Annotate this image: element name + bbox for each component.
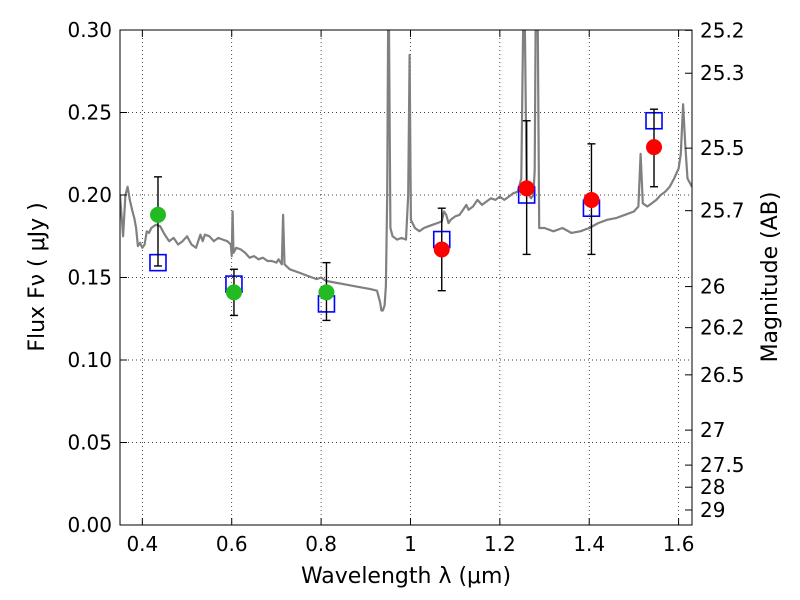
plot-frame xyxy=(119,29,693,526)
right-tick-label: 26 xyxy=(700,275,725,299)
right-tick-label: 25.5 xyxy=(700,136,745,160)
right-tick-label: 25.7 xyxy=(700,199,745,223)
right-tick-label: 27.5 xyxy=(700,453,745,477)
right-tick-label: 27 xyxy=(700,418,725,442)
observed-flux-point xyxy=(318,284,335,301)
right-tick-label: 25.2 xyxy=(700,18,745,42)
y-tick-label: 0.25 xyxy=(67,101,112,125)
y-tick-label: 0.30 xyxy=(67,18,112,42)
right-tick-label: 29 xyxy=(700,498,725,522)
plot-data xyxy=(120,30,692,312)
right-tick-label: 25.3 xyxy=(700,61,745,85)
x-tick-label: 0.6 xyxy=(216,532,248,556)
x-tick-label: 1.4 xyxy=(573,532,605,556)
x-axis-label: Wavelength λ (μm) xyxy=(301,564,511,589)
observed-flux-point xyxy=(433,241,450,258)
observed-flux-point xyxy=(225,284,242,301)
right-tick-label: 28 xyxy=(700,475,725,499)
right-tick-label: 26.2 xyxy=(700,316,745,340)
y-tick-label: 0.20 xyxy=(67,183,112,207)
observed-flux-point xyxy=(149,206,166,223)
y-axis-label: Flux Fν ( μJy ) xyxy=(25,202,50,351)
x-tick-label: 1 xyxy=(404,532,417,556)
x-tick-label: 1.2 xyxy=(484,532,516,556)
x-tick-label: 0.8 xyxy=(305,532,337,556)
observed-flux-point xyxy=(518,180,535,197)
axes: 0.4 0.6 0.8 1 1.2 1.4 1.6 0.00 0.05 0.10 0.15 0.20 0… xyxy=(67,18,744,556)
observed-flux-point xyxy=(583,191,600,208)
x-tick-label: 1.6 xyxy=(663,532,695,556)
right-tick-label: 26.5 xyxy=(700,363,745,387)
x-tick-label: 0.4 xyxy=(126,532,158,556)
plot-markers xyxy=(149,108,663,322)
observed-flux-point xyxy=(646,139,663,156)
model-spectrum-line xyxy=(120,30,692,312)
right-axis-label: Magnitude (AB) xyxy=(758,192,783,363)
y-tick-label: 0.00 xyxy=(67,513,112,537)
y-tick-label: 0.10 xyxy=(67,348,112,372)
gridlines xyxy=(120,29,692,526)
y-tick-label: 0.15 xyxy=(67,266,112,290)
y-tick-label: 0.05 xyxy=(67,431,112,455)
